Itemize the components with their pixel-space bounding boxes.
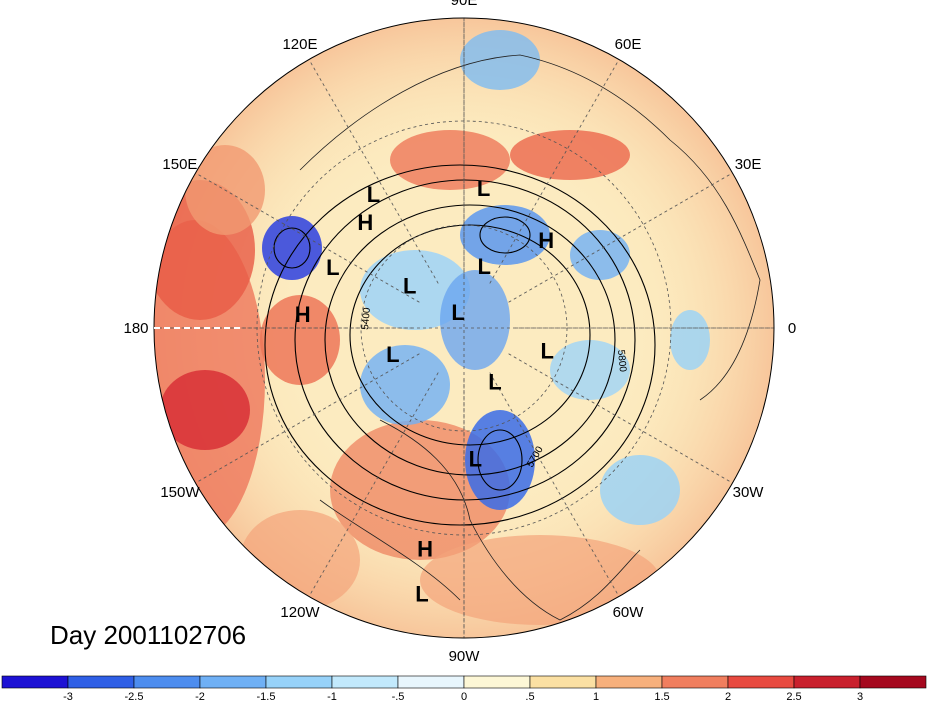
- longitude-label: 150W: [160, 484, 200, 501]
- colorbar-tick-label: 3: [857, 691, 863, 702]
- low-pressure-marker: L: [488, 370, 501, 395]
- colorbar-swatch: [133, 675, 201, 689]
- colorbar-swatch: [265, 675, 333, 689]
- longitude-label: 90W: [449, 648, 481, 665]
- low-pressure-marker: L: [403, 274, 416, 299]
- low-pressure-marker: L: [540, 338, 553, 363]
- colorbar-tick-label: 2.5: [786, 691, 801, 702]
- longitude-label: 0: [788, 320, 796, 337]
- colorbar-tick-label: -.5: [392, 691, 405, 702]
- low-pressure-marker: L: [415, 581, 428, 606]
- longitude-labels: 90E 60E 30E 0 30W 60W 90W 120W 150W 180 150E 120E: [123, 0, 796, 665]
- meridian-line: [489, 59, 620, 284]
- colorbar-tick-label: -1: [327, 691, 337, 702]
- high-pressure-marker: H: [538, 228, 554, 253]
- high-pressure-marker: H: [357, 210, 373, 235]
- meridian-line: [308, 59, 439, 284]
- high-pressure-marker: H: [417, 536, 433, 561]
- meridian-line: [489, 372, 620, 597]
- low-pressure-marker: L: [477, 254, 490, 279]
- longitude-label: 30W: [733, 484, 765, 501]
- low-pressure-marker: L: [367, 182, 380, 207]
- low-pressure-marker: L: [326, 255, 339, 280]
- geopotential-contours: [264, 164, 656, 526]
- low-pressure-marker: L: [477, 176, 490, 201]
- meridian-line: [508, 172, 733, 303]
- colorbar-tick-label: -3: [63, 691, 73, 702]
- longitude-meridians: [154, 18, 774, 638]
- meridian-line: [308, 372, 439, 597]
- colorbar-swatch: [661, 675, 729, 689]
- colorbar-swatch: [727, 675, 795, 689]
- colorbar-swatch: [859, 675, 927, 689]
- colorbar-swatch: [1, 675, 69, 689]
- longitude-label: 30E: [735, 156, 762, 173]
- colorbar-tick-label: -1.5: [257, 691, 276, 702]
- low-pressure-marker: L: [386, 342, 399, 367]
- colorbar-tick-label: 0: [461, 691, 467, 702]
- anomaly-field: [154, 18, 774, 638]
- colorbar-tick-label: 1: [593, 691, 599, 702]
- colorbar-swatch: [793, 675, 861, 689]
- map-title: Day 2001102706: [50, 620, 247, 650]
- colorbar-swatch: [397, 675, 465, 689]
- colorbar-swatch: [331, 675, 399, 689]
- low-pressure-marker: L: [469, 446, 482, 471]
- colorbar-swatch: [595, 675, 663, 689]
- colorbar-tick-label: -2: [195, 691, 205, 702]
- longitude-label: 90E: [451, 0, 478, 9]
- colorbar-swatch: [199, 675, 267, 689]
- colorbar-swatch: [463, 675, 531, 689]
- low-pressure-marker: L: [451, 300, 464, 325]
- meridian-line: [195, 353, 420, 484]
- longitude-label: 60W: [613, 604, 645, 621]
- colorbar-swatch: [529, 675, 597, 689]
- longitude-label: 120W: [280, 604, 320, 621]
- colorbar-tick-label: 2: [725, 691, 731, 702]
- meridian-line: [508, 353, 733, 484]
- colorbar-tick-label: -2.5: [125, 691, 144, 702]
- colorbar: -3 -2.5 -2 -1.5 -1 -.5 0 .5 1 1.5 2 2.5 3: [1, 675, 927, 702]
- contour-label-5400: 5400: [360, 307, 373, 331]
- longitude-label: 150E: [162, 156, 197, 173]
- contour-label-5800: 5800: [615, 349, 628, 373]
- coastlines: [299, 54, 761, 621]
- colorbar-tick-label: 1.5: [654, 691, 669, 702]
- longitude-label: 180: [123, 320, 148, 337]
- colorbar-tick-label: .5: [525, 691, 534, 702]
- high-pressure-marker: H: [295, 302, 311, 327]
- meridian-line: [195, 172, 420, 303]
- longitude-label: 60E: [615, 36, 642, 53]
- longitude-label: 120E: [282, 36, 317, 53]
- colorbar-swatch: [67, 675, 135, 689]
